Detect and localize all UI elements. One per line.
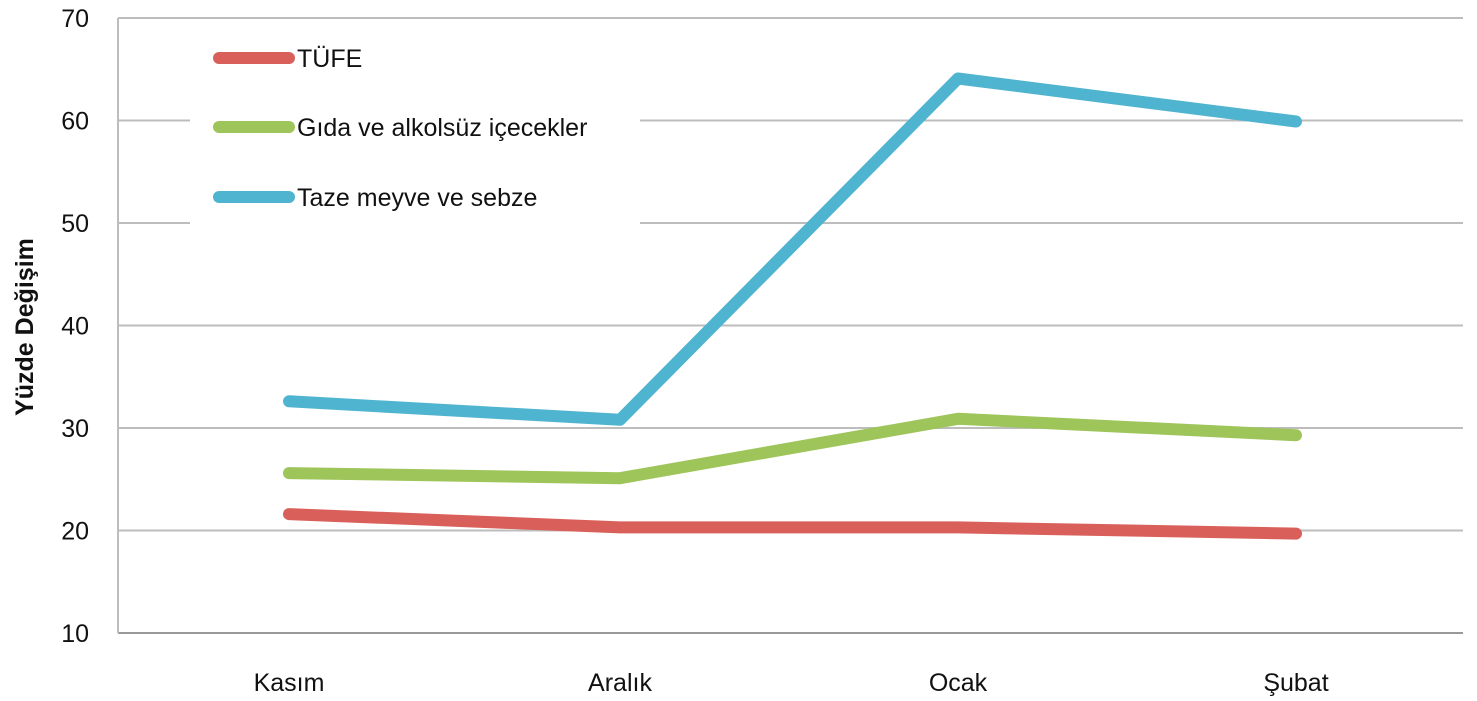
data-point xyxy=(1295,532,1297,535)
y-tick-label: 50 xyxy=(61,210,89,238)
y-axis-label: Yüzde Değişim xyxy=(11,238,39,416)
x-tick-label: Ocak xyxy=(929,669,988,697)
data-point xyxy=(1295,120,1297,123)
legend-label: Gıda ve alkolsüz içecekler xyxy=(297,114,587,142)
data-point xyxy=(619,526,621,529)
series-line xyxy=(283,412,1302,485)
y-tick-label: 10 xyxy=(61,620,89,648)
data-point xyxy=(957,417,959,420)
data-point xyxy=(619,418,621,421)
data-point xyxy=(1295,434,1297,437)
y-tick-label: 60 xyxy=(61,108,89,136)
y-tick-label: 70 xyxy=(61,5,89,33)
y-tick-label: 20 xyxy=(61,518,89,546)
series-line xyxy=(283,508,1302,540)
x-tick-label: Kasım xyxy=(254,669,325,697)
series-line xyxy=(283,72,1302,426)
legend-label: Taze meyve ve sebze xyxy=(297,184,537,212)
data-point xyxy=(957,526,959,529)
y-tick-label: 40 xyxy=(61,313,89,341)
data-point xyxy=(619,477,621,480)
y-tick-label: 30 xyxy=(61,415,89,443)
x-axis: Kasım Aralık Ocak Şubat xyxy=(254,669,1329,697)
data-point xyxy=(288,472,290,475)
legend: TÜFE Gıda ve alkolsüz içecekler Taze meyve… xyxy=(190,30,640,226)
data-point xyxy=(957,77,959,80)
series-lines xyxy=(283,72,1302,540)
legend-label: TÜFE xyxy=(297,45,362,73)
data-point xyxy=(288,513,290,516)
y-axis: 10 20 30 40 50 60 70 xyxy=(61,5,119,648)
x-tick-label: Şubat xyxy=(1263,669,1328,697)
data-point xyxy=(288,400,290,403)
x-tick-label: Aralık xyxy=(588,669,652,697)
